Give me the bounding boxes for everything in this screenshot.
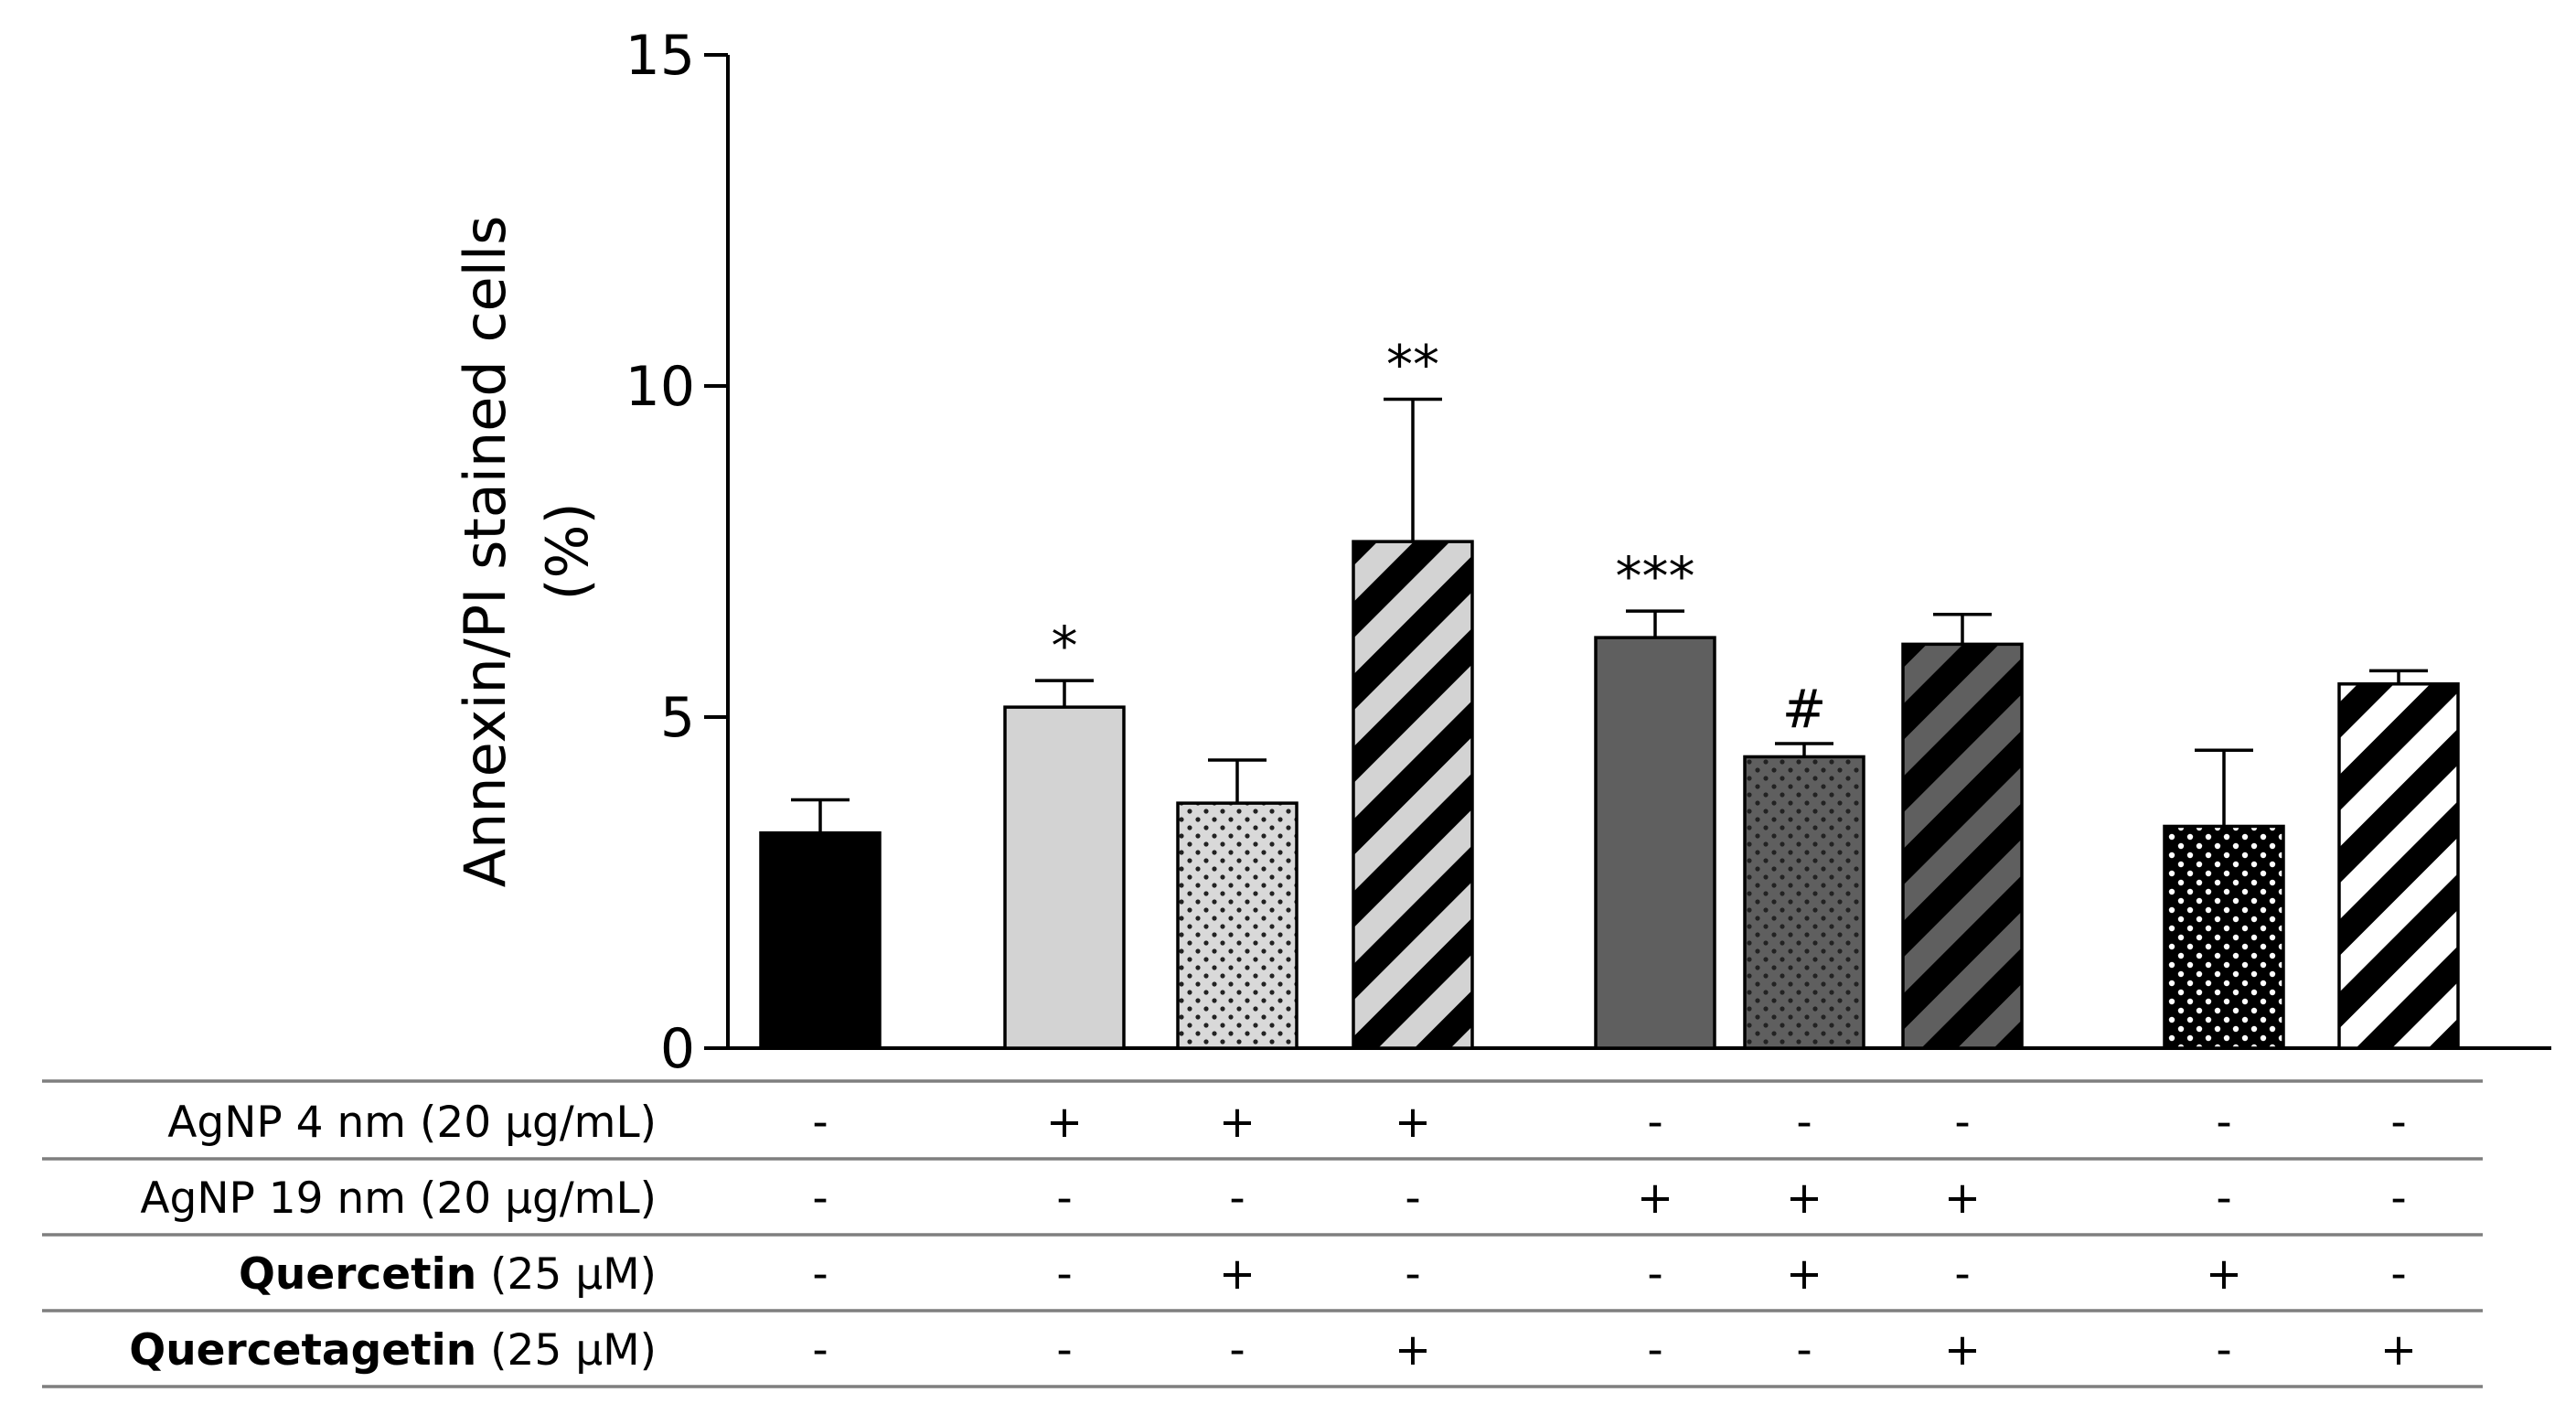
bar-group: ** — [1352, 333, 1474, 1050]
condition-cell: - — [812, 1173, 828, 1224]
bars: ******# — [759, 333, 2460, 1050]
condition-cell: + — [1219, 1248, 1256, 1300]
condition-label-bold: Quercetin — [239, 1249, 476, 1300]
condition-cell: + — [2206, 1248, 2242, 1300]
condition-cell: - — [812, 1324, 828, 1376]
condition-cell: - — [1647, 1324, 1662, 1376]
significance-label: # — [1782, 678, 1827, 740]
condition-cell: - — [1647, 1097, 1662, 1148]
bar-group — [1176, 758, 1299, 1050]
condition-cell: - — [1796, 1097, 1812, 1148]
condition-cell: - — [1229, 1324, 1245, 1376]
bar — [761, 832, 880, 1048]
condition-label-text: AgNP 19 nm (20 µg/mL) — [140, 1173, 657, 1224]
significance-label: *** — [1616, 545, 1695, 607]
condition-cell: - — [2390, 1248, 2406, 1300]
bar-outline — [1901, 642, 2024, 1050]
significance-label: ** — [1386, 333, 1439, 395]
bar-group: * — [1003, 615, 1126, 1050]
condition-cell: - — [1954, 1097, 1970, 1148]
bar-outline — [1352, 540, 1474, 1050]
bar-pattern — [1353, 541, 1472, 1048]
condition-label: Quercetagetin (25 µM) — [129, 1325, 657, 1376]
condition-cell: - — [1954, 1248, 1970, 1300]
condition-cell: - — [1405, 1173, 1420, 1224]
condition-cell: - — [1056, 1324, 1072, 1376]
condition-label-text: (25 µM) — [476, 1249, 657, 1300]
bar-outline — [1594, 636, 1716, 1050]
bar-outline — [759, 830, 882, 1050]
bar-group — [1901, 613, 2024, 1050]
bar-group: # — [1743, 678, 1865, 1050]
y-tick-label: 0 — [660, 1017, 695, 1081]
condition-cell: - — [1056, 1248, 1072, 1300]
condition-cell: - — [1647, 1248, 1662, 1300]
condition-cell: + — [1637, 1173, 1673, 1224]
bar-group — [2163, 748, 2285, 1050]
condition-cell: - — [2390, 1097, 2406, 1148]
condition-label-bold: Quercetagetin — [129, 1325, 476, 1376]
bar — [1596, 637, 1715, 1048]
condition-cell: + — [1786, 1248, 1822, 1300]
bar-group — [759, 798, 882, 1050]
condition-cell: - — [812, 1248, 828, 1300]
condition-cell: - — [1796, 1324, 1812, 1376]
bar-pattern — [1745, 756, 1864, 1048]
condition-label: AgNP 19 nm (20 µg/mL) — [140, 1173, 657, 1224]
bar-group — [2337, 669, 2460, 1050]
condition-cell: + — [1786, 1173, 1822, 1224]
bar-outline — [2337, 682, 2460, 1050]
y-tick-label: 5 — [660, 686, 695, 750]
bar-outline — [1003, 705, 1126, 1050]
condition-cell: + — [1395, 1097, 1431, 1148]
condition-table: AgNP 4 nm (20 µg/mL) - + + + - - - - - AgNP 19 nm … — [42, 1079, 2483, 1388]
condition-cell: + — [1395, 1324, 1431, 1376]
significance-label: * — [1052, 615, 1078, 677]
y-axis-label-line-2: (%) — [534, 502, 601, 600]
bar-group: *** — [1594, 545, 1716, 1050]
y-axis: 0 5 10 15 Annexin/PI stained cells (%) — [452, 24, 730, 1081]
bar-outline — [1743, 755, 1865, 1050]
condition-label-text: (25 µM) — [476, 1325, 657, 1376]
bar — [1005, 707, 1124, 1048]
bar-pattern — [2339, 683, 2458, 1048]
bar-outline — [1176, 801, 1299, 1050]
condition-cell: + — [2380, 1324, 2417, 1376]
condition-cell: - — [1405, 1248, 1420, 1300]
condition-cell: + — [1219, 1097, 1256, 1148]
bar-pattern — [1178, 803, 1297, 1048]
condition-cell: - — [2216, 1097, 2231, 1148]
condition-cell: + — [1046, 1097, 1083, 1148]
bar-pattern — [2164, 826, 2283, 1048]
condition-cell: - — [2216, 1324, 2231, 1376]
condition-label: Quercetin (25 µM) — [239, 1249, 657, 1300]
condition-cell: - — [1229, 1173, 1245, 1224]
condition-cell: - — [2390, 1173, 2406, 1224]
condition-cell: - — [1056, 1173, 1072, 1224]
y-tick-label: 10 — [625, 355, 695, 419]
condition-cell: + — [1944, 1173, 1981, 1224]
y-tick-label: 15 — [625, 24, 695, 88]
y-axis-label-line-1: Annexin/PI stained cells — [452, 216, 518, 888]
condition-label: AgNP 4 nm (20 µg/mL) — [167, 1098, 657, 1148]
condition-label-text: AgNP 4 nm (20 µg/mL) — [167, 1098, 657, 1148]
bar-outline — [2163, 824, 2285, 1050]
bar-pattern — [1903, 644, 2022, 1048]
condition-cell: - — [812, 1097, 828, 1148]
condition-cell: - — [2216, 1173, 2231, 1224]
condition-cell: + — [1944, 1324, 1981, 1376]
